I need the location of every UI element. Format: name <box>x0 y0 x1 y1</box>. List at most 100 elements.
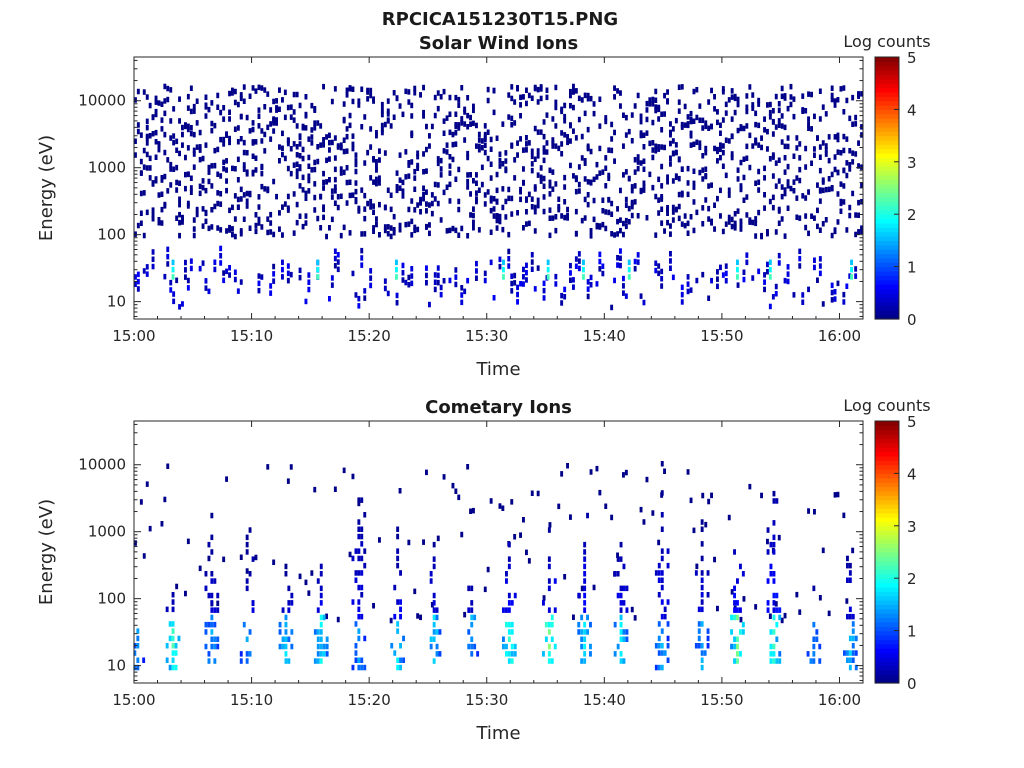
heatmap-cell <box>395 184 399 190</box>
heatmap-cell <box>278 629 282 635</box>
heatmap-cell <box>583 578 587 584</box>
heatmap-cell <box>432 636 436 642</box>
heatmap-cell <box>525 262 528 269</box>
heatmap-cell <box>475 268 478 274</box>
heatmap-cell <box>330 188 334 194</box>
heatmap-cell <box>683 213 687 219</box>
heatmap-cell <box>542 145 546 151</box>
heatmap-cell <box>546 266 550 273</box>
heatmap-cell <box>613 571 617 577</box>
colorbar-segment <box>875 455 899 461</box>
heatmap-cell <box>154 95 158 102</box>
heatmap-cell <box>830 85 834 91</box>
colorbar-tick-label: 1 <box>907 623 917 641</box>
colorbar-tick-label: 2 <box>907 570 917 588</box>
heatmap-cell <box>425 265 428 271</box>
heatmap-cell <box>278 87 281 93</box>
heatmap-cell <box>586 92 590 99</box>
colorbar-segment <box>875 126 899 132</box>
heatmap-cell <box>569 103 572 109</box>
heatmap-cell <box>727 219 731 225</box>
heatmap-cell <box>348 551 352 558</box>
heatmap-cell <box>198 190 202 197</box>
heatmap-cell <box>563 286 567 293</box>
heatmap-cell <box>766 527 770 533</box>
heatmap-cell <box>436 535 440 542</box>
heatmap-cell <box>357 635 361 642</box>
heatmap-cell <box>145 151 149 158</box>
heatmap-cell <box>475 260 478 267</box>
heatmap-cell <box>816 223 819 230</box>
heatmap-cell <box>298 267 302 274</box>
heatmap-cell <box>700 657 704 663</box>
heatmap-cell <box>818 188 822 194</box>
heatmap-cell <box>700 577 704 583</box>
heatmap-cell <box>766 261 769 268</box>
heatmap-cell <box>292 141 296 147</box>
heatmap-cell <box>429 571 433 577</box>
heatmap-cell <box>689 497 693 504</box>
x-tick-label: 15:40 <box>583 327 626 345</box>
heatmap-cell <box>366 96 370 102</box>
heatmap-cell <box>348 230 352 236</box>
heatmap-cell <box>284 643 288 650</box>
heatmap-cell <box>145 209 149 216</box>
heatmap-cell <box>313 181 317 187</box>
y-axis-label: Energy (eV) <box>36 135 57 241</box>
heatmap-cell <box>286 277 290 284</box>
heatmap-cell <box>231 231 234 238</box>
heatmap-cell <box>525 147 528 153</box>
heatmap-cell <box>254 212 258 218</box>
heatmap-cell <box>228 90 231 97</box>
heatmap-cell <box>248 527 252 533</box>
heatmap-cell <box>486 129 490 135</box>
heatmap-cell <box>360 124 364 130</box>
heatmap-cell <box>739 124 743 130</box>
heatmap-cell <box>304 220 308 226</box>
heatmap-cell <box>589 148 593 155</box>
heatmap-cell <box>263 131 267 138</box>
heatmap-cell <box>595 161 599 168</box>
heatmap-cell <box>275 98 278 104</box>
heatmap-cell <box>363 562 367 569</box>
heatmap-cell <box>401 111 405 118</box>
heatmap-cell <box>477 143 481 150</box>
heatmap-cell <box>848 166 852 172</box>
heatmap-cell <box>757 97 761 104</box>
heatmap-cell <box>228 116 231 122</box>
colorbar-segment <box>875 421 899 426</box>
heatmap-cell <box>392 114 396 120</box>
heatmap-cell <box>592 216 596 223</box>
heatmap-cell <box>433 112 437 119</box>
heatmap-cell <box>724 263 728 269</box>
heatmap-cell <box>836 280 840 287</box>
heatmap-cell <box>733 211 737 217</box>
heatmap-cell <box>542 194 546 200</box>
heatmap-cell <box>742 276 746 283</box>
heatmap-cell <box>286 140 290 147</box>
heatmap-cell <box>824 147 828 153</box>
heatmap-cell <box>818 270 822 277</box>
heatmap-cell <box>428 202 431 208</box>
heatmap-cell <box>354 577 358 583</box>
heatmap-cell <box>748 483 752 490</box>
heatmap-cell <box>507 621 511 628</box>
heatmap-cell <box>242 139 246 146</box>
heatmap-cell <box>432 607 436 613</box>
heatmap-cell <box>228 139 231 146</box>
heatmap-cell <box>210 578 214 584</box>
heatmap-cell <box>716 195 719 202</box>
heatmap-cell <box>768 156 772 162</box>
heatmap-cell <box>304 190 308 197</box>
heatmap-cell <box>410 102 414 109</box>
heatmap-cell <box>739 221 743 228</box>
heatmap-cell <box>560 130 564 136</box>
heatmap-cell <box>392 90 396 96</box>
heatmap-cell <box>827 157 831 164</box>
heatmap-cell <box>289 146 293 152</box>
heatmap-cell <box>592 101 596 107</box>
heatmap-cell <box>733 614 736 621</box>
heatmap-cell <box>674 142 678 148</box>
heatmap-cell <box>689 142 693 148</box>
heatmap-cell <box>619 541 623 548</box>
